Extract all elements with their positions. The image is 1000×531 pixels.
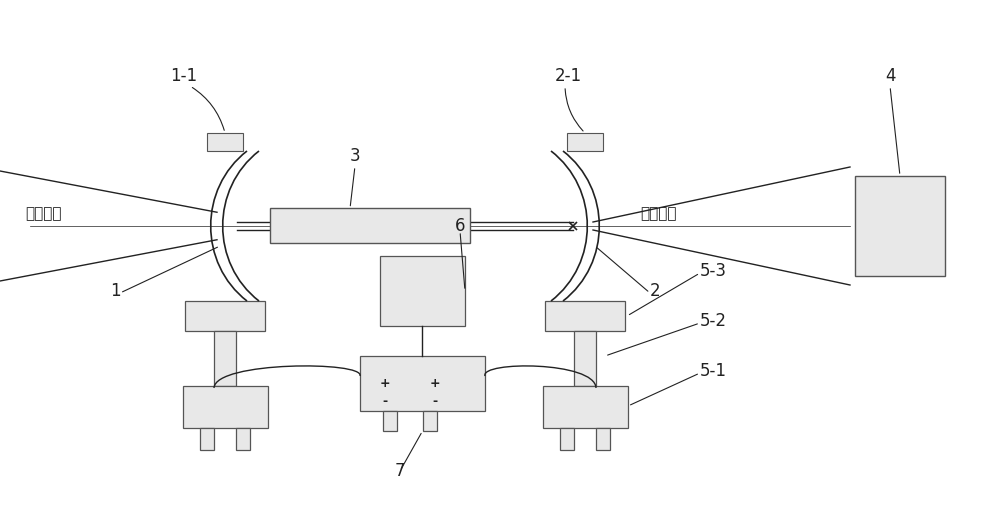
FancyBboxPatch shape xyxy=(207,133,243,151)
Text: 2-1: 2-1 xyxy=(555,67,582,85)
Text: 高斯光束: 高斯光束 xyxy=(25,206,62,221)
Text: 5-3: 5-3 xyxy=(700,262,727,280)
FancyBboxPatch shape xyxy=(185,301,265,331)
FancyBboxPatch shape xyxy=(423,411,437,431)
Text: 高斯光束: 高斯光束 xyxy=(640,206,676,221)
FancyBboxPatch shape xyxy=(542,386,628,428)
Text: -: - xyxy=(382,395,388,407)
FancyBboxPatch shape xyxy=(560,428,574,450)
Text: 1: 1 xyxy=(110,282,121,300)
FancyBboxPatch shape xyxy=(214,331,236,386)
Text: 5-2: 5-2 xyxy=(700,312,727,330)
FancyBboxPatch shape xyxy=(545,301,625,331)
Text: 5-1: 5-1 xyxy=(700,362,727,380)
FancyBboxPatch shape xyxy=(574,331,596,386)
Text: 6: 6 xyxy=(455,217,466,235)
Text: 2: 2 xyxy=(650,282,661,300)
Text: 1-1: 1-1 xyxy=(170,67,197,85)
FancyBboxPatch shape xyxy=(567,133,603,151)
FancyBboxPatch shape xyxy=(236,428,250,450)
Text: 3: 3 xyxy=(350,147,361,165)
Text: 4: 4 xyxy=(885,67,896,85)
FancyBboxPatch shape xyxy=(182,386,268,428)
FancyBboxPatch shape xyxy=(383,411,397,431)
FancyBboxPatch shape xyxy=(360,356,485,411)
FancyBboxPatch shape xyxy=(270,209,470,244)
Text: 7: 7 xyxy=(395,462,406,480)
FancyBboxPatch shape xyxy=(380,256,465,326)
FancyBboxPatch shape xyxy=(596,428,610,450)
FancyBboxPatch shape xyxy=(200,428,214,450)
Text: +: + xyxy=(430,377,440,390)
Text: -: - xyxy=(432,395,438,407)
Text: +: + xyxy=(380,377,390,390)
FancyBboxPatch shape xyxy=(855,176,945,276)
